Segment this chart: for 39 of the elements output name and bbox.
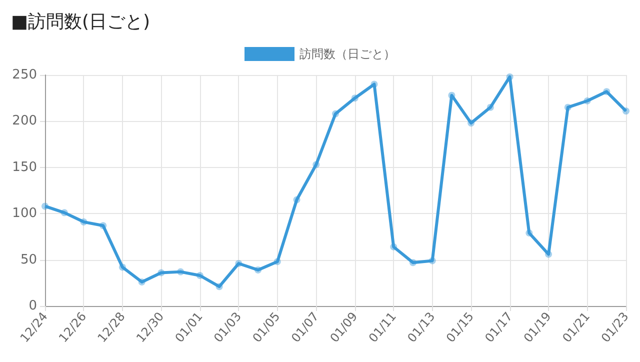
point: [100, 222, 107, 230]
point: [428, 257, 436, 264]
point: [177, 268, 184, 276]
point: [196, 272, 204, 280]
point: [390, 243, 398, 250]
y-tick-label: 100: [12, 206, 37, 222]
y-tick-label: 250: [12, 68, 37, 82]
point: [254, 266, 262, 274]
point: [584, 97, 591, 104]
point: [351, 94, 358, 102]
point: [468, 120, 475, 127]
point: [486, 104, 494, 111]
y-tick-label: 200: [12, 114, 37, 129]
point: [60, 209, 68, 216]
point: [603, 88, 610, 96]
point: [564, 104, 572, 111]
point: [332, 110, 339, 118]
y-tick-label: 0: [28, 298, 37, 314]
point: [293, 196, 300, 204]
legend-label: 訪問数（日ごと）: [300, 47, 396, 61]
point: [448, 92, 456, 99]
point: [370, 80, 378, 88]
point: [312, 161, 320, 168]
point: [118, 264, 126, 271]
point: [158, 269, 165, 276]
point: [622, 108, 630, 115]
point: [138, 278, 146, 286]
point: [42, 202, 48, 210]
point: [216, 283, 223, 290]
point: [409, 259, 416, 266]
point: [274, 258, 281, 266]
y-tick-label: 150: [12, 160, 37, 175]
point: [235, 260, 242, 267]
point: [506, 73, 514, 80]
y-tick-label: 50: [20, 252, 37, 268]
chart-title: ■訪問数(日ごと): [11, 12, 150, 32]
point: [545, 250, 552, 258]
point: [526, 230, 533, 236]
point: [80, 218, 88, 226]
